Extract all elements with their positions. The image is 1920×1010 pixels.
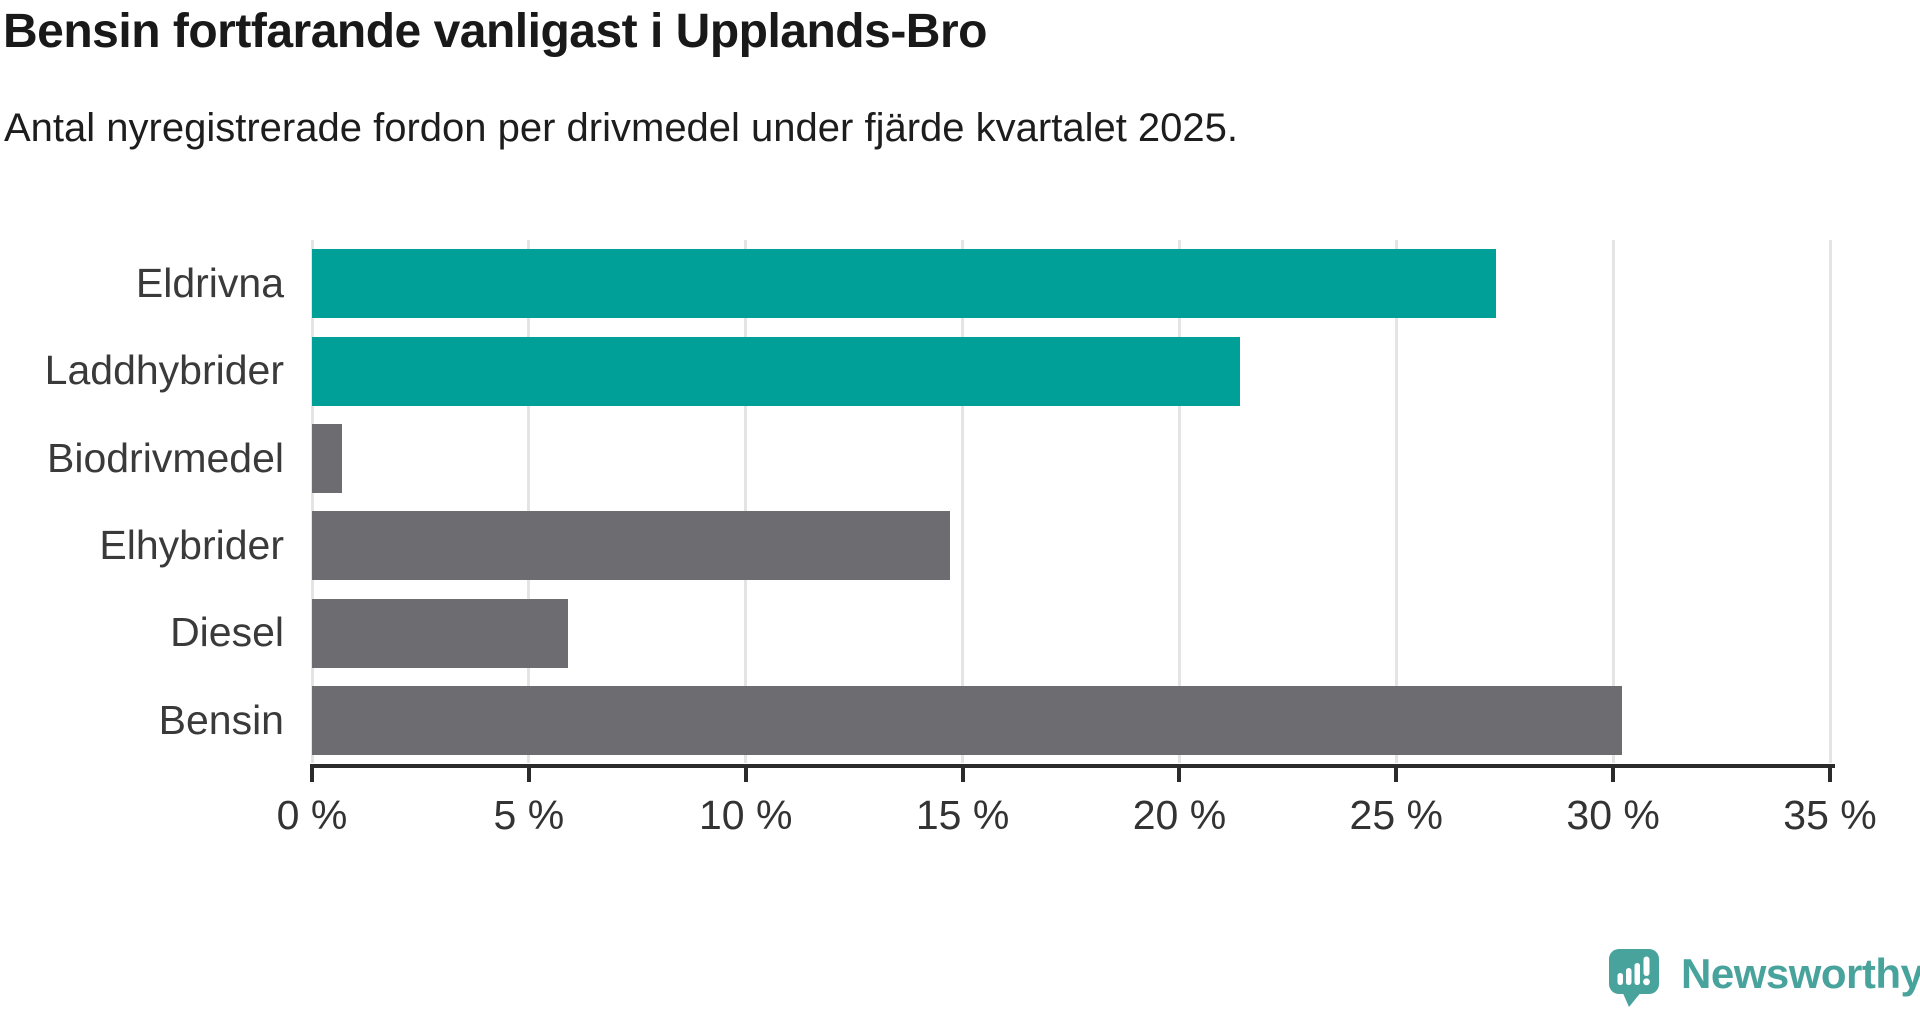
- x-tick-label: 30 %: [1566, 792, 1660, 838]
- x-tick-mark: [310, 768, 314, 782]
- x-tick-mark: [1828, 768, 1832, 782]
- bar-laddhybrider: [312, 336, 1241, 406]
- chart-title: Bensin fortfarande vanligast i Upplands-…: [3, 5, 987, 58]
- bar-eldrivna: [312, 249, 1497, 319]
- newsworthy-logo-icon: [1609, 949, 1659, 1007]
- plot-area: [310, 240, 1832, 764]
- gridline-5: [527, 240, 531, 763]
- gridline-25: [1394, 240, 1398, 763]
- y-axis-label: Biodrivmedel: [47, 434, 284, 481]
- logo-bar-large: [1634, 963, 1640, 985]
- logo-bar-medium: [1626, 968, 1632, 985]
- bar-bensin: [312, 685, 1622, 755]
- x-tick-mark: [743, 768, 748, 782]
- y-axis-label: Eldrivna: [135, 260, 284, 307]
- x-axis: 0 % 5 % 10 % 15 % 20 % 25 % 30 % 35 %: [277, 768, 1877, 858]
- x-tick-mark: [960, 768, 965, 782]
- logo-bar-small: [1617, 973, 1623, 985]
- x-tick-mark: [1611, 768, 1616, 782]
- x-tick-mark: [1177, 768, 1182, 782]
- bar-biodrivmedel: [312, 423, 343, 493]
- bar-diesel: [312, 598, 568, 668]
- newsworthy-logo: Newsworthy: [1608, 948, 1920, 1010]
- x-tick-label: 10 %: [698, 792, 793, 838]
- x-tick-label: 25 %: [1349, 792, 1444, 838]
- gridline-35: [1828, 240, 1832, 763]
- newsworthy-logo-text: Newsworthy: [1681, 950, 1920, 997]
- y-axis-label: Elhybrider: [99, 522, 284, 569]
- logo-exclamation-stroke: [1643, 956, 1650, 976]
- gridline-0: [310, 240, 314, 763]
- bar-elhybrider: [312, 511, 950, 581]
- y-axis-labels: Eldrivna Laddhybrider Biodrivmedel Elhybrid…: [0, 240, 284, 764]
- x-axis-line: [310, 764, 1835, 768]
- gridline-15: [961, 240, 965, 763]
- gridline-30: [1611, 240, 1615, 763]
- x-tick-label: 0 %: [276, 792, 348, 838]
- gridline-10: [744, 240, 748, 763]
- x-tick-mark: [1394, 768, 1399, 782]
- gridline-20: [1177, 240, 1181, 763]
- x-tick-label: 15 %: [915, 792, 1010, 838]
- x-tick-label: 20 %: [1132, 792, 1227, 838]
- x-tick-label: 35 %: [1783, 792, 1877, 838]
- y-axis-label: Diesel: [170, 609, 284, 656]
- y-axis-label: Bensin: [158, 696, 284, 743]
- chart-subtitle: Antal nyregistrerade fordon per drivmede…: [4, 106, 1239, 150]
- y-axis-label: Laddhybrider: [44, 347, 284, 394]
- logo-exclamation-dot: [1643, 978, 1650, 986]
- x-tick-label: 5 %: [493, 792, 565, 838]
- x-tick-mark: [526, 768, 531, 782]
